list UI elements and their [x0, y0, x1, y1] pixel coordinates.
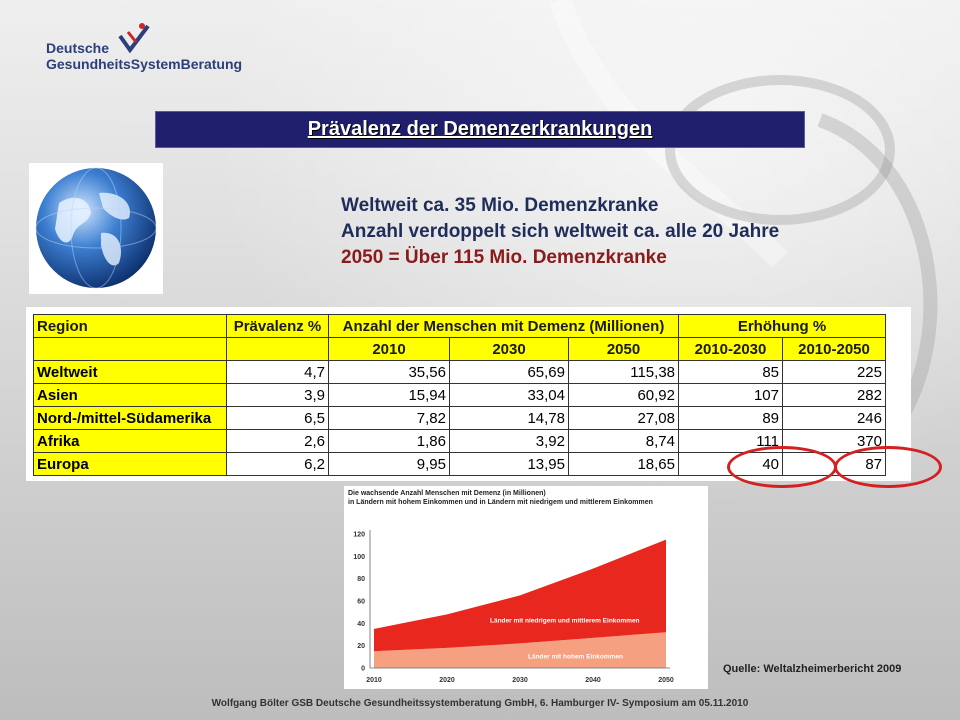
headline-line-2: Anzahl verdoppelt sich weltweit ca. alle… — [341, 221, 780, 242]
cell-increase-2030: 89 — [678, 406, 783, 430]
cell-2010: 35,56 — [328, 360, 450, 384]
slide-title: Prävalenz der Demenzerkrankungen — [307, 118, 653, 140]
subheader-2010: 2010 — [328, 337, 450, 361]
cell-2010: 1,86 — [328, 429, 450, 453]
header-empty-2 — [226, 337, 329, 361]
cell-increase-2050: 282 — [782, 383, 886, 407]
row-region: Weltweit — [33, 360, 227, 384]
cell-2050: 8,74 — [568, 429, 679, 453]
subheader-2050: 2050 — [568, 337, 679, 361]
chart-title: Die wachsende Anzahl Menschen mit Demenz… — [348, 490, 546, 497]
x-tick-label: 2010 — [366, 677, 382, 684]
source-note: Quelle: Weltalzheimerbericht 2009 — [723, 663, 902, 675]
series-label-low-middle-income: Länder mit niedrigem und mittlerem Einko… — [490, 617, 640, 624]
header-region: Region — [33, 314, 227, 338]
row-region: Nord-/mittel-Südamerika — [33, 406, 227, 430]
dementia-growth-chart: Die wachsende Anzahl Menschen mit Demenz… — [344, 486, 708, 689]
globe-icon — [35, 167, 157, 289]
cell-2030: 3,92 — [449, 429, 569, 453]
y-tick-label: 80 — [357, 576, 365, 583]
footer-text: Wolfgang Bölter GSB Deutsche Gesundheits… — [211, 698, 749, 709]
header-empty-1 — [33, 337, 227, 361]
headline-line-3: 2050 = Über 115 Mio. Demenzkranke — [341, 247, 667, 268]
table-row: Weltweit 4,7 35,56 65,69 115,38 85 225 — [33, 360, 886, 384]
logo-line-1: Deutsche — [46, 40, 110, 56]
table-row: Afrika 2,6 1,86 3,92 8,74 111 370 — [33, 429, 886, 453]
y-tick-label: 40 — [357, 621, 365, 628]
subheader-2010-2050: 2010-2050 — [782, 337, 886, 361]
y-tick-label: 100 — [353, 554, 365, 561]
highlight-circle-europe-2030 — [727, 446, 837, 488]
cell-prevalence: 4,7 — [226, 360, 329, 384]
cell-2050: 27,08 — [568, 406, 679, 430]
table-row: Europa 6,2 9,95 13,95 18,65 40 87 — [33, 452, 886, 476]
y-tick-label: 0 — [361, 666, 365, 673]
cell-2030: 65,69 — [449, 360, 569, 384]
cell-prevalence: 6,2 — [226, 452, 329, 476]
cell-2050: 115,38 — [568, 360, 679, 384]
cell-2050: 60,92 — [568, 383, 679, 407]
cell-2030: 13,95 — [449, 452, 569, 476]
row-region: Europa — [33, 452, 227, 476]
headline-block: Weltweit ca. 35 Mio. Demenzkranke Anzahl… — [341, 193, 779, 271]
cell-prevalence: 6,5 — [226, 406, 329, 430]
logo-line-2: GesundheitsSystemBeratung — [46, 56, 243, 72]
cell-2030: 33,04 — [449, 383, 569, 407]
cell-prevalence: 3,9 — [226, 383, 329, 407]
cell-2030: 14,78 — [449, 406, 569, 430]
cell-increase-2030: 85 — [678, 360, 783, 384]
area-series-1 — [374, 539, 666, 652]
series-label-high-income: Länder mit hohem Einkommen — [528, 654, 623, 661]
table-row: Asien 3,9 15,94 33,04 60,92 107 282 — [33, 383, 886, 407]
row-region: Afrika — [33, 429, 227, 453]
chart-title-block: Die wachsende Anzahl Menschen mit Demenz… — [348, 489, 653, 507]
logo-text: Deutsche GesundheitsSystemBeratung — [46, 40, 242, 72]
cell-increase-2050: 246 — [782, 406, 886, 430]
prevalence-table-panel: Region Prävalenz % Anzahl der Menschen m… — [26, 307, 911, 481]
highlight-circle-europe-2050 — [834, 446, 942, 488]
company-logo: Deutsche GesundheitsSystemBeratung — [46, 22, 246, 77]
subheader-2010-2030: 2010-2030 — [678, 337, 783, 361]
subheader-2030: 2030 — [449, 337, 569, 361]
y-tick-label: 20 — [357, 643, 365, 650]
header-people: Anzahl der Menschen mit Demenz (Millione… — [328, 314, 679, 338]
chart-subtitle: in Ländern mit hohem Einkommen und in Lä… — [348, 499, 653, 506]
x-tick-label: 2030 — [512, 677, 528, 684]
x-tick-label: 2020 — [439, 677, 455, 684]
cell-2010: 9,95 — [328, 452, 450, 476]
x-tick-label: 2050 — [658, 677, 674, 684]
row-region: Asien — [33, 383, 227, 407]
table-row: Nord-/mittel-Südamerika 6,5 7,82 14,78 2… — [33, 406, 886, 430]
cell-increase-2050: 225 — [782, 360, 886, 384]
x-tick-label: 2040 — [585, 677, 601, 684]
headline-line-1: Weltweit ca. 35 Mio. Demenzkranke — [341, 195, 659, 216]
cell-prevalence: 2,6 — [226, 429, 329, 453]
prevalence-table: Region Prävalenz % Anzahl der Menschen m… — [33, 314, 886, 476]
y-tick-label: 120 — [353, 532, 365, 539]
globe-image — [29, 163, 163, 294]
chart-plot: Länder mit hohem Einkommen Länder mit nie… — [353, 530, 674, 684]
logo-check-icon — [118, 23, 150, 54]
header-prevalence: Prävalenz % — [226, 314, 329, 338]
title-bar: Prävalenz der Demenzerkrankungen — [155, 111, 805, 148]
cell-2050: 18,65 — [568, 452, 679, 476]
y-tick-label: 60 — [357, 599, 365, 606]
cell-increase-2030: 107 — [678, 383, 783, 407]
area-series-0 — [374, 632, 666, 668]
cell-2010: 15,94 — [328, 383, 450, 407]
cell-2010: 7,82 — [328, 406, 450, 430]
header-increase: Erhöhung % — [678, 314, 886, 338]
